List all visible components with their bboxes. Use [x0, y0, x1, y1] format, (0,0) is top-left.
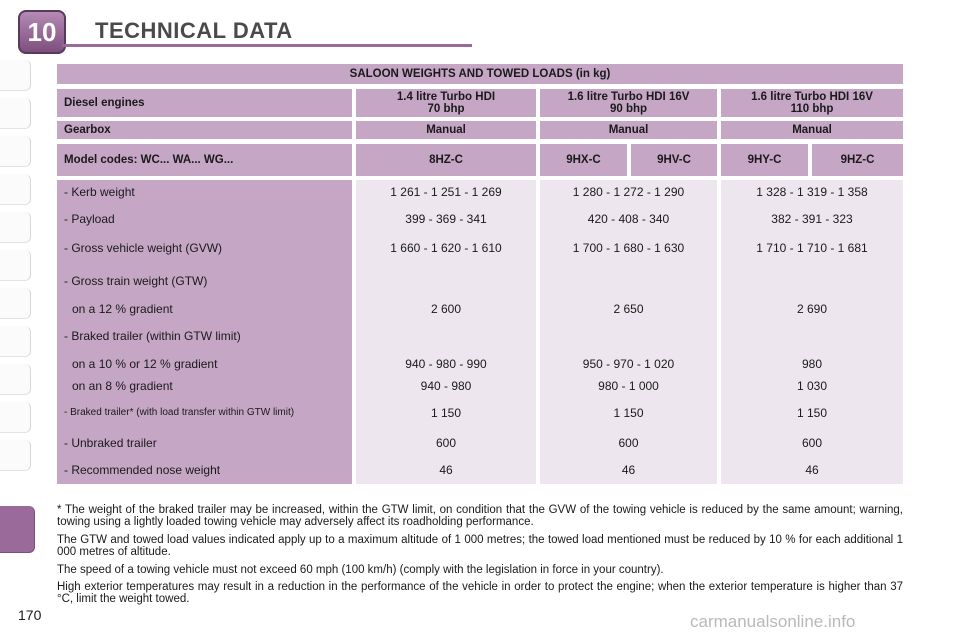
gearbox-value: Manual	[540, 121, 717, 139]
model-code: 9HZ-C	[812, 144, 903, 176]
row-label: - Gross vehicle weight (GVW)	[64, 241, 223, 255]
row-label: - Gross train weight (GTW)	[64, 274, 208, 288]
value-column	[540, 180, 717, 484]
engine-header: 1.6 litre Turbo HDI 16V 90 bhp	[540, 89, 717, 117]
row-label: - Recommended nose weight	[64, 463, 221, 477]
engine-power: 90 bhp	[609, 103, 648, 115]
note-altitude: The GTW and towed load values indicated …	[57, 534, 903, 558]
edge-tab-active[interactable]	[0, 506, 35, 553]
value-column	[356, 180, 536, 484]
table-cell: 2 690	[796, 302, 828, 316]
row-label: - Payload	[64, 212, 115, 226]
model-code: 9HX-C	[540, 144, 627, 176]
value-column	[721, 180, 903, 484]
table-cell: 600	[801, 436, 823, 450]
table-cell: 1 700 - 1 680 - 1 630	[572, 241, 685, 255]
edge-tab[interactable]	[0, 174, 31, 205]
edge-tab[interactable]	[0, 326, 31, 357]
table-cell: 1 150	[430, 406, 462, 420]
table-cell: 980 - 1 000	[598, 379, 659, 393]
table-cell: 420 - 408 - 340	[587, 212, 670, 226]
table-cell: 940 - 980 - 990	[405, 357, 487, 371]
engine-power: 110 bhp	[790, 103, 834, 115]
table-cell: 1 030	[796, 379, 828, 393]
note-speed: The speed of a towing vehicle must not e…	[57, 564, 664, 576]
model-code: 9HV-C	[631, 144, 717, 176]
table-cell: 399 - 369 - 341	[405, 212, 487, 226]
header-divider	[62, 44, 472, 47]
table-cell: 46	[805, 463, 819, 477]
row-label: - Unbraked trailer	[64, 436, 157, 450]
note-temperature: High exterior temperatures may result in…	[57, 581, 903, 605]
model-codes-label: Model codes: WC... WA... WG...	[57, 144, 352, 176]
table-cell: 980	[801, 357, 823, 371]
engine-label: Diesel engines	[57, 89, 352, 117]
edge-tab[interactable]	[0, 212, 31, 243]
table-cell: 600	[618, 436, 639, 450]
table-cell: 1 150	[796, 406, 828, 420]
footnote: * The weight of the braked trailer may b…	[57, 504, 903, 528]
row-label: on a 12 % gradient	[72, 302, 173, 316]
table-cell: 2 600	[430, 302, 462, 316]
engine-power: 70 bhp	[427, 103, 465, 115]
label-column	[57, 180, 352, 484]
table-cell: 1 710 - 1 710 - 1 681	[756, 241, 868, 255]
table-cell: 1 261 - 1 251 - 1 269	[390, 185, 502, 199]
engine-name: 1.4 litre Turbo HDI	[396, 91, 496, 103]
edge-tab[interactable]	[0, 136, 31, 167]
row-label: - Braked trailer* (with load transfer wi…	[64, 407, 295, 418]
row-label: on a 10 % or 12 % gradient	[72, 357, 218, 371]
row-label: - Braked trailer (within GTW limit)	[64, 329, 241, 343]
edge-tab[interactable]	[0, 60, 31, 91]
page-number: 170	[18, 607, 42, 623]
model-code: 9HY-C	[721, 144, 808, 176]
engine-name: 1.6 litre Turbo HDI 16V	[751, 91, 873, 103]
edge-tab[interactable]	[0, 98, 31, 129]
edge-tab[interactable]	[0, 288, 31, 319]
table-cell: 382 - 391 - 323	[771, 212, 853, 226]
edge-tab[interactable]	[0, 402, 31, 433]
page-title: TECHNICAL DATA	[95, 18, 293, 43]
row-label: - Kerb weight	[64, 185, 135, 199]
gearbox-value: Manual	[356, 121, 536, 139]
watermark: carmanualsonline.info	[690, 612, 856, 631]
table-cell: 940 - 980	[420, 379, 472, 393]
edge-tab[interactable]	[0, 440, 31, 471]
table-cell: 1 660 - 1 620 - 1 610	[390, 241, 502, 255]
table-cell: 46	[621, 463, 636, 477]
table-title: SALOON WEIGHTS AND TOWED LOADS (in kg)	[57, 64, 903, 84]
chapter-number-badge: 10	[18, 10, 66, 54]
table-cell: 2 650	[613, 302, 644, 316]
engine-header: 1.4 litre Turbo HDI 70 bhp	[356, 89, 536, 117]
table-cell: 46	[439, 463, 453, 477]
edge-tab[interactable]	[0, 364, 31, 395]
edge-tab[interactable]	[0, 250, 31, 281]
gearbox-label: Gearbox	[57, 121, 352, 139]
table-cell: 1 328 - 1 319 - 1 358	[756, 185, 868, 199]
engine-header: 1.6 litre Turbo HDI 16V 110 bhp	[721, 89, 903, 117]
table-cell: 1 150	[613, 406, 644, 420]
page-edge-tabs	[0, 60, 40, 580]
table-cell: 1 280 - 1 272 - 1 290	[572, 185, 685, 199]
engine-name: 1.6 litre Turbo HDI 16V	[567, 91, 690, 103]
model-code: 8HZ-C	[356, 144, 536, 176]
table-cell: 600	[435, 436, 457, 450]
table-cell: 950 - 970 - 1 020	[582, 357, 675, 371]
gearbox-value: Manual	[721, 121, 903, 139]
row-label: on an 8 % gradient	[72, 379, 173, 393]
